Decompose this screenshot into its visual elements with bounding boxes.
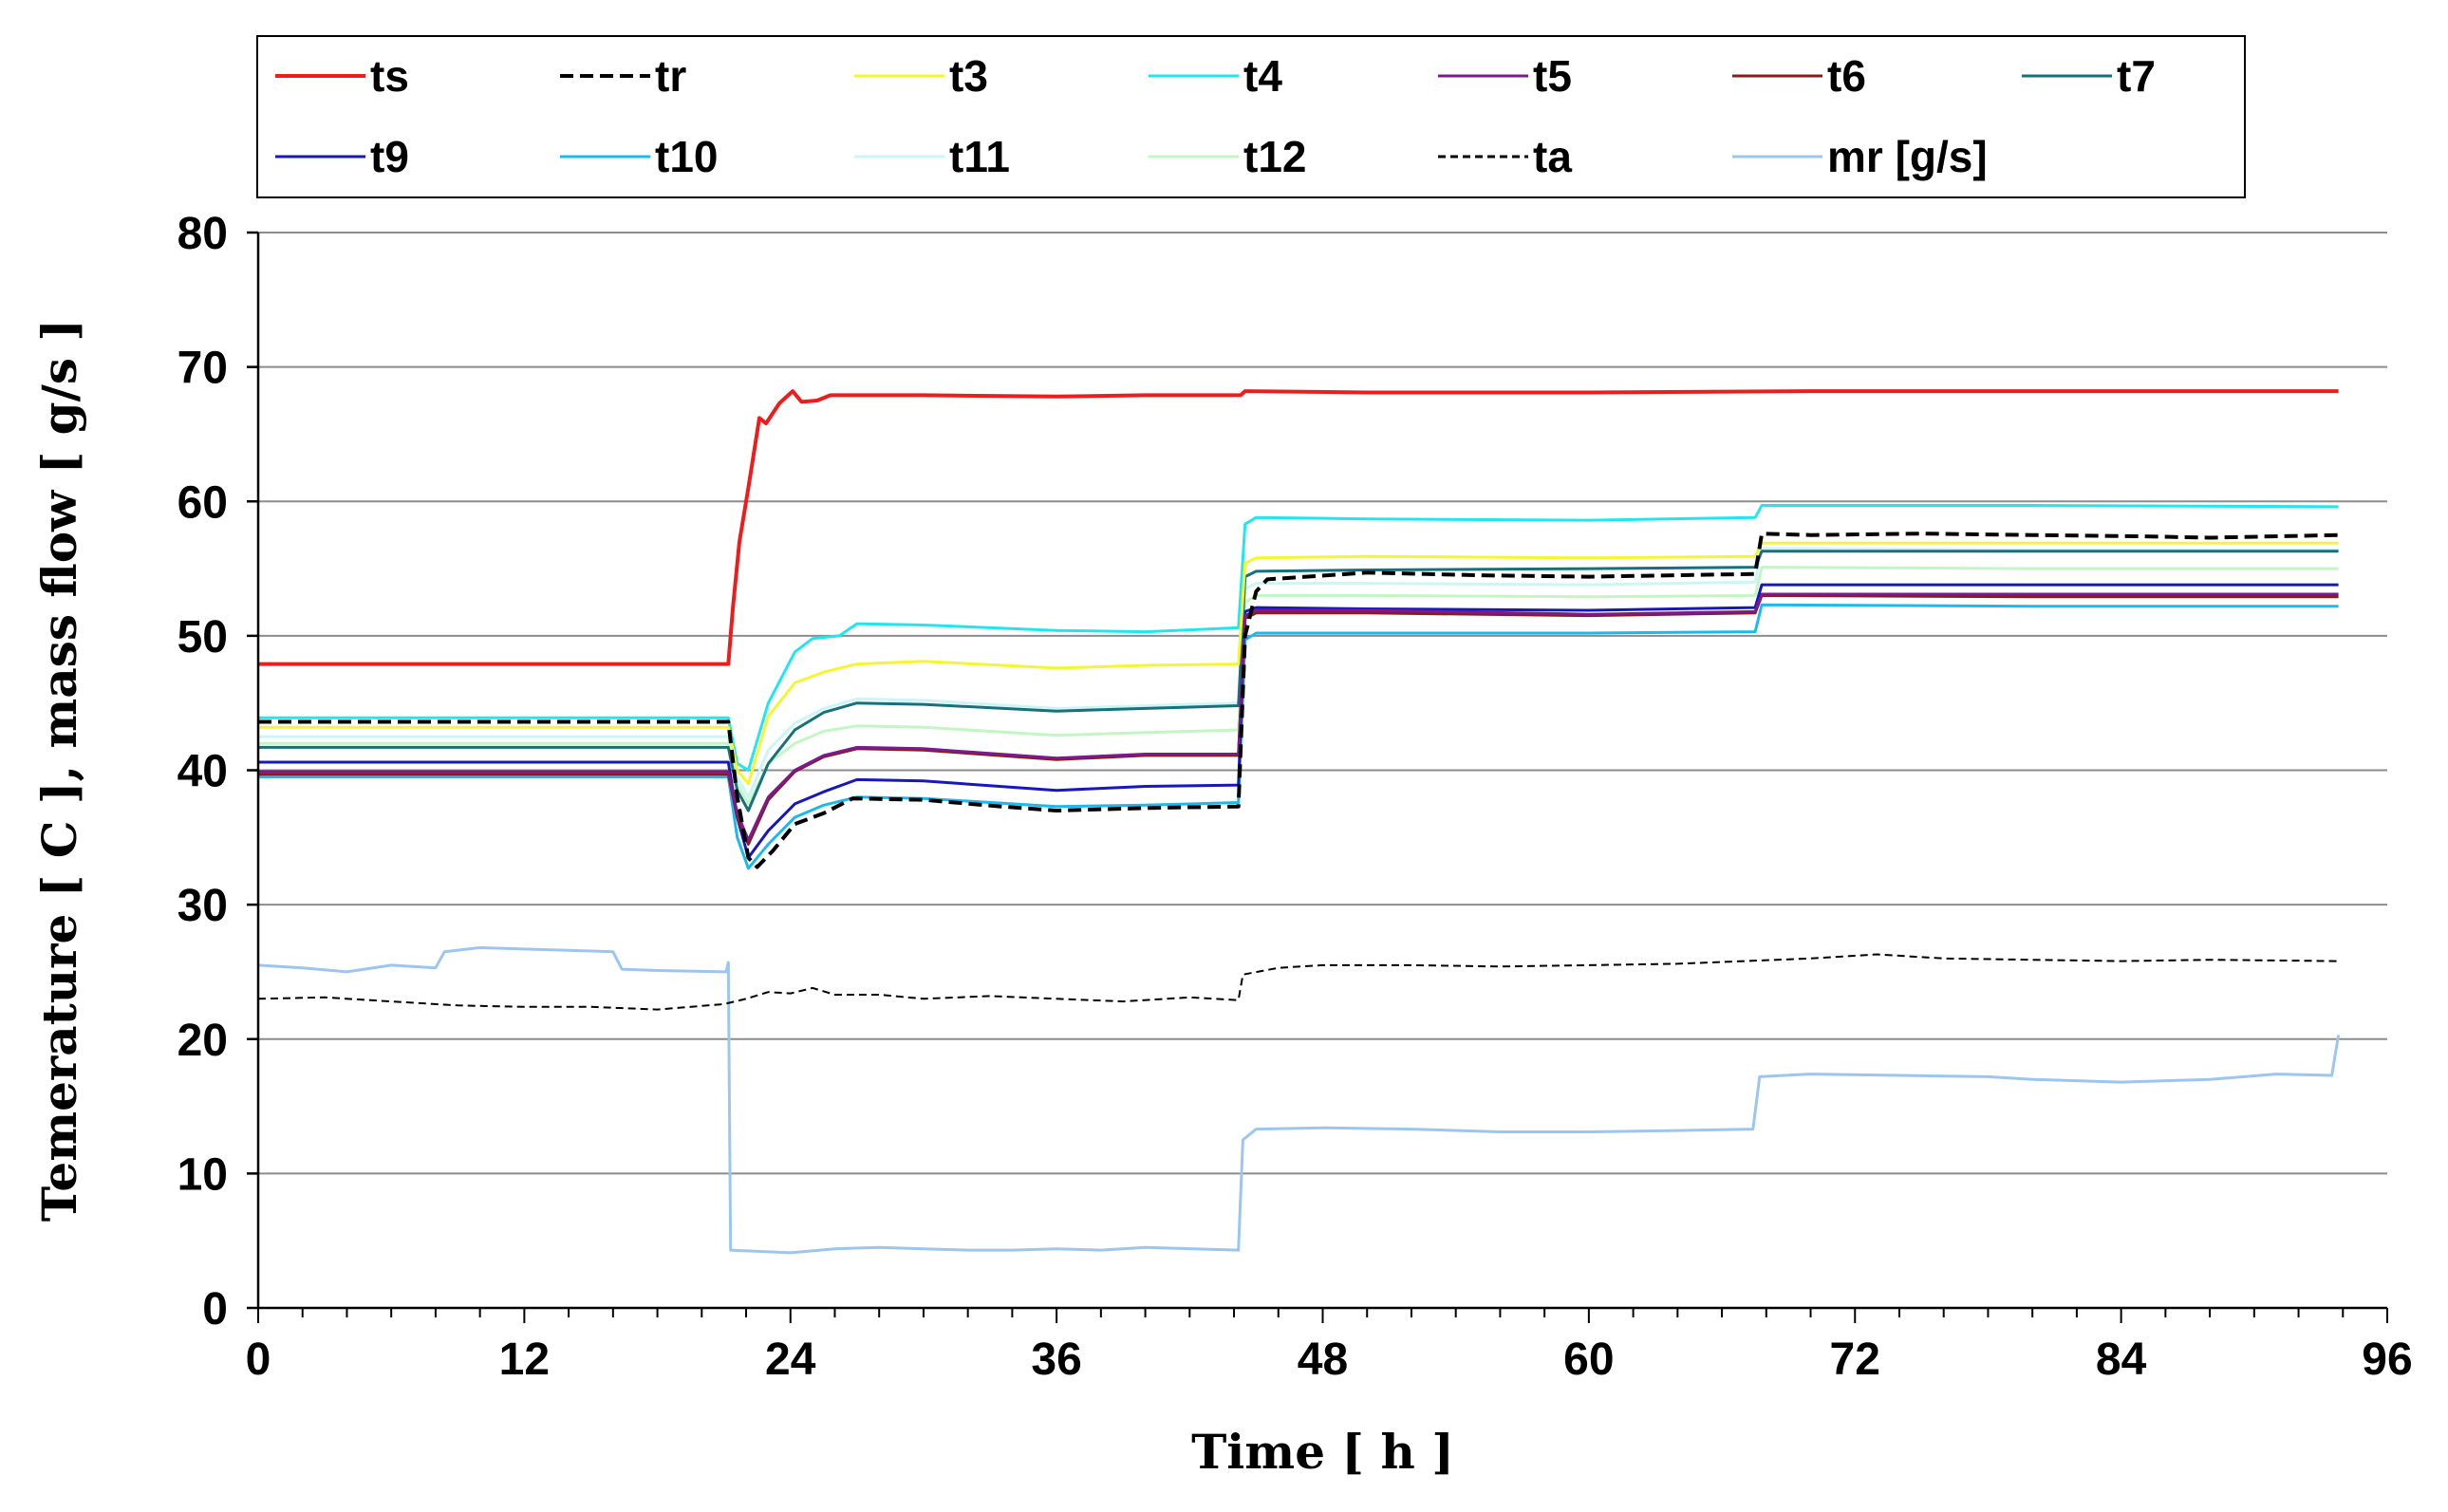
y-tick-label-60: 60 xyxy=(178,477,228,528)
y-tick-label-20: 20 xyxy=(178,1016,228,1066)
legend-label-t3: t3 xyxy=(949,51,988,101)
series-line-t3 xyxy=(258,541,2339,786)
legend-label-t7: t7 xyxy=(2117,51,2156,101)
x-tick-label-0: 0 xyxy=(246,1335,271,1385)
legend-label-t12: t12 xyxy=(1243,132,1306,181)
series-line-ta xyxy=(257,953,2339,1011)
y-tick-label-10: 10 xyxy=(178,1149,228,1200)
series-line-t7 xyxy=(258,550,2339,812)
series-layer xyxy=(257,389,2341,1255)
y-tick-label-80: 80 xyxy=(178,209,228,259)
y-tick-label-0: 0 xyxy=(202,1284,228,1335)
legend-label-t9: t9 xyxy=(370,132,409,181)
series-line-ts xyxy=(258,389,2339,666)
legend: ts tr t3 t4 t5 t6 t7 t9 t10 t11 t12 ta mr [g/s] xyxy=(256,35,2246,198)
legend-label-ta: ta xyxy=(1533,132,1572,181)
x-tick-label-24: 24 xyxy=(765,1335,816,1385)
series-line-t11 xyxy=(258,547,2339,799)
series-line-mr-g-s- xyxy=(257,945,2341,1255)
legend-label-t6: t6 xyxy=(1827,51,1866,101)
legend-label-t10: t10 xyxy=(655,132,718,181)
gridlines xyxy=(258,232,2387,1175)
legend-label-mr-g-s-: mr [g/s] xyxy=(1827,132,1988,181)
legend-frame xyxy=(256,35,2246,198)
series-line-t10 xyxy=(258,603,2339,870)
legend-label-t5: t5 xyxy=(1533,51,1572,101)
legend-label-t11: t11 xyxy=(949,132,1010,181)
y-tick-label-70: 70 xyxy=(178,344,228,394)
series-line-tr xyxy=(258,532,2339,869)
legend-label-t4: t4 xyxy=(1243,51,1282,101)
series-line-t12 xyxy=(258,566,2339,806)
x-tick-label-96: 96 xyxy=(2362,1335,2412,1385)
axes: 0 10 20 30 40 50 60 70 80 0 12 24 36 48 60 72 84 96 xyxy=(178,209,2413,1385)
y-axis-title: Temerature [ C ], mass flow [ g/s ] xyxy=(31,319,87,1222)
x-tick-label-84: 84 xyxy=(2096,1335,2147,1385)
x-tick-label-72: 72 xyxy=(1830,1335,1880,1385)
series-line-t9 xyxy=(258,583,2339,860)
x-tick-label-60: 60 xyxy=(1563,1335,1614,1385)
x-tick-label-36: 36 xyxy=(1031,1335,1081,1385)
legend-label-ts: ts xyxy=(370,51,409,101)
x-tick-label-12: 12 xyxy=(499,1335,550,1385)
y-tick-label-50: 50 xyxy=(178,612,228,663)
y-tick-label-40: 40 xyxy=(178,747,228,797)
series-line-t5 xyxy=(258,592,2339,842)
series-line-t4 xyxy=(258,504,2339,772)
y-tick-label-30: 30 xyxy=(178,881,228,931)
legend-label-tr: tr xyxy=(655,51,686,101)
x-axis-title: Time [ h ] xyxy=(1191,1424,1454,1480)
x-tick-label-48: 48 xyxy=(1298,1335,1348,1385)
